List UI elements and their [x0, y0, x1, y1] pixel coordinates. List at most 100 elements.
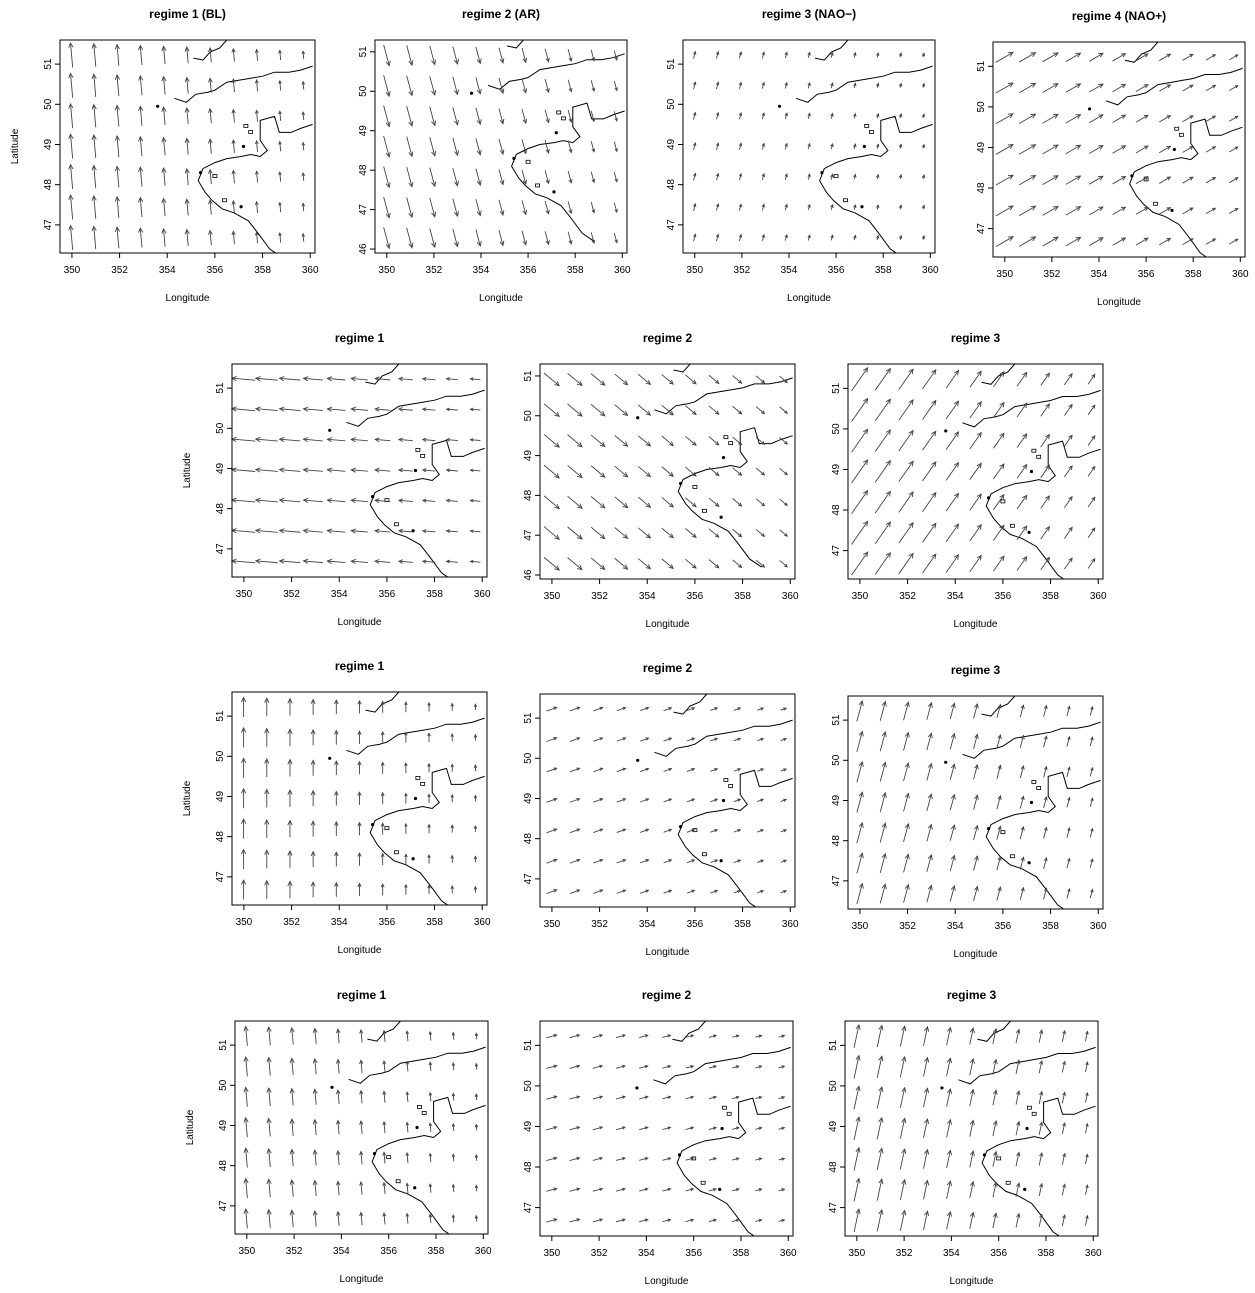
wind-arrowhead: [469, 407, 474, 412]
wind-arrowhead: [690, 1187, 695, 1192]
wind-arrow: [996, 795, 1001, 810]
x-axis-label: Longitude: [645, 1276, 689, 1287]
wind-arrowhead: [450, 702, 454, 707]
wind-arrowhead: [1098, 83, 1104, 89]
wind-arrowhead: [428, 1183, 433, 1188]
wind-arrow: [640, 768, 649, 773]
wind-arrowhead: [924, 1148, 930, 1155]
wind-arrow: [973, 764, 978, 780]
wind-arrow: [1061, 1184, 1066, 1196]
wind-arrowhead: [761, 142, 765, 147]
wind-arrow: [1040, 403, 1050, 417]
wind-arrowhead: [1052, 52, 1059, 58]
wind-arrowhead: [950, 793, 956, 800]
wind-arrowhead: [404, 792, 408, 797]
wind-arrowhead: [761, 502, 766, 507]
wind-arrowhead: [599, 858, 604, 863]
wind-arrowhead: [397, 407, 403, 412]
wind-arrow: [639, 1065, 648, 1069]
x-tick-label: 354: [331, 589, 348, 600]
wind-arrow: [475, 199, 481, 216]
y-tick-label: 50: [358, 85, 369, 97]
wind-arrow: [663, 859, 672, 864]
wind-arrowhead: [1016, 1059, 1021, 1065]
wind-vectors: [383, 44, 618, 250]
wind-arrow: [279, 172, 282, 182]
wind-arrowhead: [784, 142, 788, 147]
wind-arrow: [1061, 1153, 1066, 1165]
wind-arrowhead: [68, 72, 74, 79]
wind-arrow: [302, 142, 305, 151]
wind-arrowhead: [784, 81, 788, 86]
wind-arrow: [452, 46, 458, 65]
wind-arrowhead: [326, 467, 333, 473]
wind-arrow: [446, 530, 458, 533]
wind-arrowhead: [335, 1180, 341, 1186]
wind-arrow: [716, 203, 719, 211]
wind-arrowhead: [499, 179, 505, 186]
coastline: [944, 364, 1101, 579]
wind-arrowhead: [974, 733, 979, 739]
wind-arrowhead: [901, 1086, 907, 1093]
wind-arrow: [945, 431, 959, 450]
wind-arrowhead: [380, 761, 385, 766]
wind-arrow: [733, 707, 741, 711]
y-tick-label: 46: [358, 243, 369, 255]
wind-arrow: [1135, 176, 1149, 185]
wind-arrow: [946, 1150, 951, 1169]
wind-arrowhead: [614, 56, 618, 62]
wind-arrow: [708, 1219, 717, 1223]
wind-arrow: [1085, 1092, 1088, 1103]
wind-arrow: [116, 44, 120, 66]
wind-arrow: [923, 1026, 928, 1046]
wind-arrow: [406, 1183, 409, 1194]
wind-arrow: [614, 404, 628, 416]
wind-arrow: [903, 702, 909, 721]
y-tick-label: 49: [828, 1120, 839, 1132]
wind-arrowhead: [999, 432, 1005, 439]
y-tick-label: 51: [976, 60, 987, 72]
wind-arrow: [662, 1034, 671, 1038]
wind-arrowhead: [737, 889, 742, 894]
y-tick-label: 51: [666, 58, 677, 70]
wind-arrowhead: [761, 533, 766, 538]
wind-arrowhead: [1143, 206, 1149, 212]
wind-arrow: [898, 368, 914, 390]
x-tick-label: 360: [922, 265, 939, 276]
wind-arrowhead: [908, 429, 914, 436]
wind-arrowhead: [397, 467, 403, 473]
x-tick-label: 358: [733, 1248, 750, 1259]
wind-arrowhead: [1045, 556, 1050, 562]
wind-arrow: [856, 822, 863, 844]
wind-arrowhead: [357, 760, 362, 766]
wind-arrow: [993, 494, 1005, 510]
wind-arrowhead: [950, 702, 956, 709]
wind-arrow: [640, 707, 649, 712]
wind-arrow: [567, 110, 572, 123]
wind-arrowhead: [231, 78, 236, 83]
wind-arrow: [422, 560, 436, 563]
wind-arrow: [899, 1118, 906, 1139]
wind-arrow: [1015, 1183, 1020, 1197]
wind-arrow: [383, 75, 390, 97]
wind-arrow: [279, 408, 301, 411]
wind-arrowhead: [553, 1064, 558, 1069]
x-tick-label: 358: [426, 917, 443, 928]
wind-arrow: [996, 765, 1001, 779]
wind-arrow: [779, 560, 788, 568]
wind-arrow: [1038, 1091, 1043, 1105]
wind-arrowhead: [476, 210, 482, 217]
wind-arrowhead: [431, 181, 437, 188]
y-tick-label: 47: [831, 545, 842, 557]
y-tick-label: 51: [43, 58, 54, 70]
wind-arrowhead: [408, 242, 414, 249]
wind-arrowhead: [858, 852, 864, 859]
wind-arrow: [662, 1219, 671, 1223]
wind-arrow: [949, 824, 955, 841]
wind-arrow: [406, 227, 413, 248]
wind-arrowhead: [1085, 1122, 1089, 1127]
wind-arrow: [1087, 404, 1096, 416]
wind-arrowhead: [427, 701, 431, 706]
wind-arrow: [567, 170, 572, 183]
